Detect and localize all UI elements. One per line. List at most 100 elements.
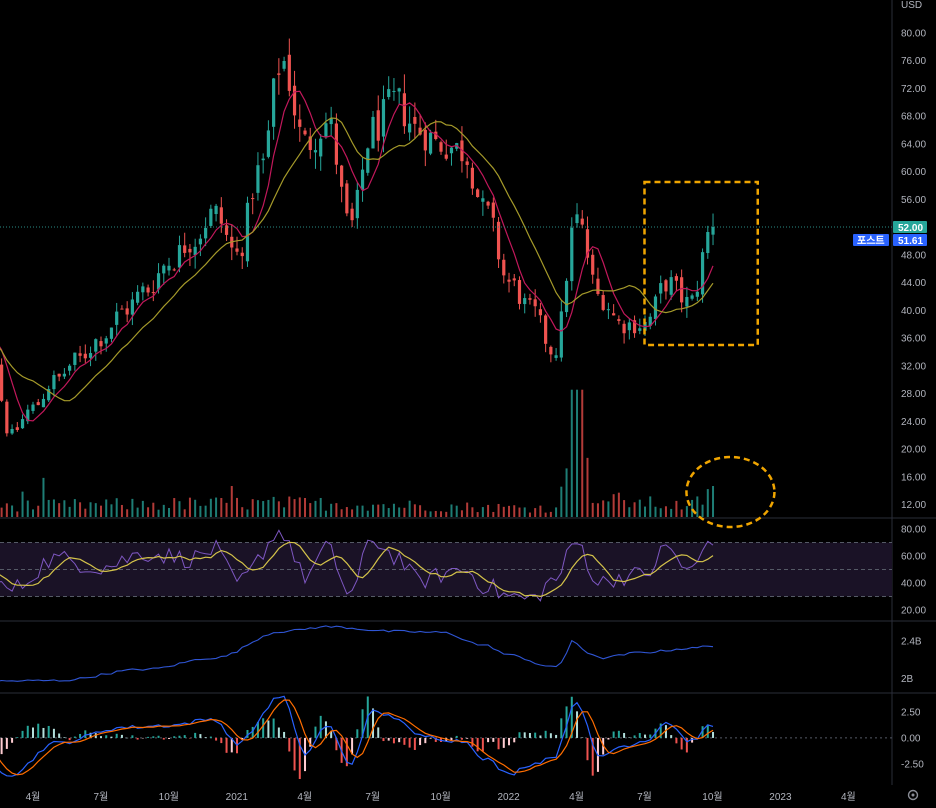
time-axis-label: 2022: [497, 792, 520, 803]
macd-histogram-bar: [497, 737, 500, 750]
macd-pane[interactable]: [0, 695, 892, 779]
macd-histogram-bar: [173, 736, 176, 738]
volume-bar: [701, 504, 704, 517]
macd-histogram-bar: [712, 731, 715, 738]
volume-bar: [649, 496, 652, 517]
volume-bar: [617, 492, 620, 517]
candle-body: [381, 99, 386, 137]
candle-body: [183, 245, 187, 253]
volume-bar: [52, 499, 55, 517]
candle-body: [444, 154, 448, 159]
rsi-tick-label: 60.00: [901, 552, 926, 563]
volume-bar: [377, 504, 380, 517]
candle-body: [439, 142, 443, 152]
volume-pane[interactable]: [0, 389, 715, 517]
candle-body: [528, 298, 532, 300]
highlight-ellipse: [685, 455, 776, 529]
candle-body: [15, 427, 19, 430]
volume-bar: [628, 507, 631, 517]
candle-body: [235, 248, 239, 252]
candle-body: [292, 85, 297, 116]
candle-body: [340, 165, 344, 187]
candle-body: [585, 229, 590, 258]
macd-histogram-bar: [586, 737, 589, 761]
macd-histogram-bar: [5, 737, 8, 749]
candle-body: [146, 287, 150, 293]
price-tick-label: 32.00: [901, 361, 926, 372]
candle-body: [387, 89, 391, 97]
price-tick-label: 12.00: [901, 500, 926, 511]
candle-body: [130, 299, 134, 315]
volume-bar: [450, 504, 453, 517]
volume-bar: [685, 506, 688, 517]
candle-body: [245, 202, 250, 262]
macd-histogram-bar: [309, 737, 312, 747]
volume-bar: [387, 508, 390, 517]
volume-bar: [351, 509, 354, 517]
volume-bar: [712, 486, 715, 517]
macd-histogram-bar: [100, 736, 103, 738]
volume-bar: [476, 512, 479, 517]
price-pane[interactable]: [0, 38, 892, 437]
candle-body: [209, 208, 213, 226]
axes-layer: USD 12.00 16.00 20.00 24.00 28.00 32.00 36.00 4…: [26, 0, 927, 803]
candle-body: [350, 208, 354, 221]
volume-bar: [314, 500, 317, 517]
gear-icon[interactable]: [907, 789, 919, 801]
volume-bar: [591, 502, 594, 517]
volume-bar: [32, 509, 35, 517]
candle-body: [549, 346, 553, 355]
candle-body: [261, 158, 265, 161]
macd-histogram-bar: [277, 727, 280, 738]
volume-bar: [670, 508, 673, 517]
volume-bar: [607, 501, 610, 517]
ma-slow-line: [0, 117, 714, 402]
volume-bar: [147, 507, 150, 517]
macd-histogram-bar: [513, 737, 516, 743]
volume-bar: [361, 505, 364, 517]
candle-body: [52, 375, 56, 390]
volume-bar: [246, 509, 249, 517]
macd-histogram-bar: [623, 732, 626, 738]
volume-bar: [256, 500, 259, 517]
volume-bar: [16, 511, 19, 517]
volume-bar: [141, 500, 144, 517]
candle-body: [277, 73, 281, 75]
volume-bar: [513, 505, 516, 517]
volume-bar: [586, 457, 589, 517]
candle-body: [68, 365, 72, 371]
candle-body: [88, 353, 93, 358]
candle-body: [706, 232, 710, 254]
candle-body: [204, 228, 208, 239]
volume-bar: [199, 505, 202, 517]
macd-histogram-bar: [351, 737, 354, 755]
obv-pane[interactable]: [0, 625, 714, 682]
macd-histogram-bar: [398, 737, 401, 743]
macd-histogram-bar: [220, 737, 223, 744]
candle-body: [523, 298, 527, 305]
volume-bar: [570, 389, 573, 517]
candle-body: [224, 225, 229, 235]
macd-histogram-bar: [460, 737, 463, 740]
candle-body: [251, 198, 255, 200]
rsi-pane[interactable]: [0, 529, 892, 602]
macd-histogram-bar: [581, 737, 584, 738]
macd-histogram-bar: [487, 737, 490, 743]
macd-histogram-bar: [204, 737, 207, 738]
time-axis-label: 4월: [26, 791, 41, 803]
macd-histogram-bar: [528, 732, 531, 738]
candle-body: [303, 130, 307, 135]
volume-bar: [209, 498, 212, 517]
volume-bar: [440, 511, 443, 517]
macd-histogram-bar: [413, 737, 416, 750]
volume-bar: [94, 503, 97, 517]
ma-fast-line: [0, 90, 714, 422]
macd-histogram-bar: [633, 735, 636, 738]
candle-body: [418, 127, 422, 135]
rsi-line: [0, 529, 714, 602]
settings-button[interactable]: [907, 789, 919, 801]
candle-body: [664, 280, 668, 292]
time-axis-label: 7월: [637, 791, 652, 803]
volume-bar: [277, 501, 280, 517]
